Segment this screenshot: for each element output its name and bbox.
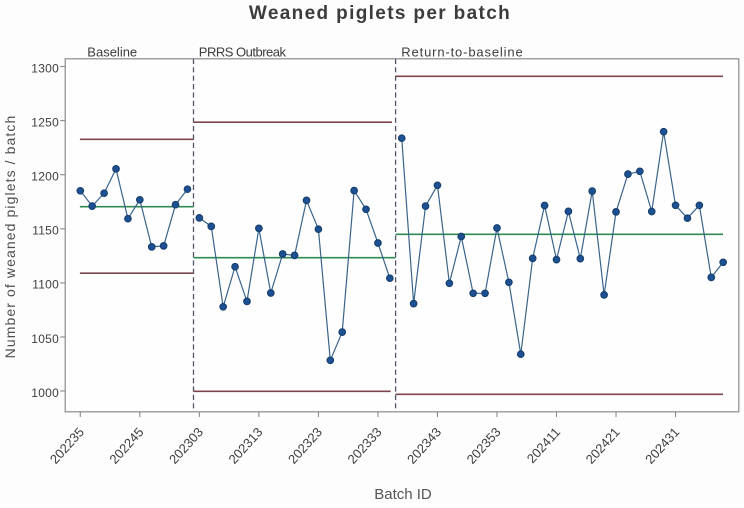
svg-text:1300: 1300 xyxy=(31,61,59,75)
svg-text:Weaned piglets per batch: Weaned piglets per batch xyxy=(249,3,511,24)
svg-text:1050: 1050 xyxy=(31,332,59,346)
svg-text:Baseline: Baseline xyxy=(87,44,137,59)
svg-text:1200: 1200 xyxy=(31,170,59,184)
svg-text:Number of weaned piglets / bat: Number of weaned piglets / batch xyxy=(2,115,18,359)
svg-text:Return-to-baseline: Return-to-baseline xyxy=(401,44,523,59)
svg-text:1250: 1250 xyxy=(31,115,59,129)
svg-text:Batch ID: Batch ID xyxy=(374,486,432,503)
svg-text:PRRS Outbreak: PRRS Outbreak xyxy=(199,44,287,59)
svg-text:1150: 1150 xyxy=(32,224,59,238)
svg-text:1000: 1000 xyxy=(31,386,59,400)
svg-text:1100: 1100 xyxy=(32,278,59,292)
